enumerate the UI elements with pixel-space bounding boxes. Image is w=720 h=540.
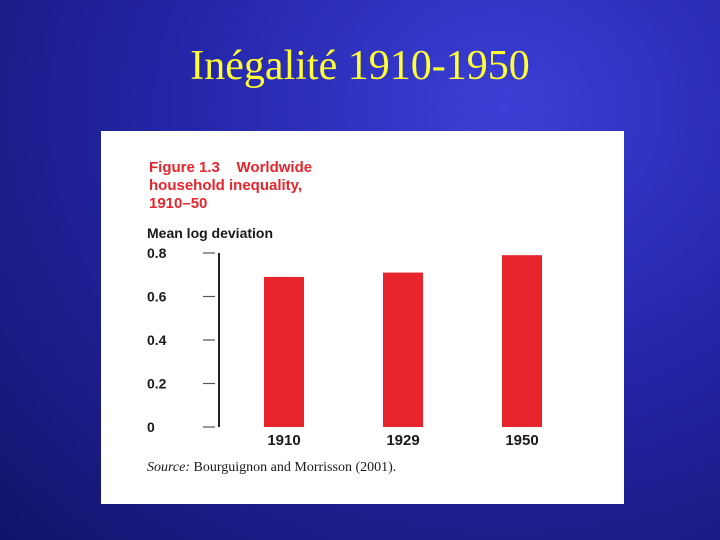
figure-heading-line-1: Figure 1.3 Worldwide bbox=[149, 159, 313, 176]
x-category-label: 1950 bbox=[505, 432, 538, 449]
source-text: Bourguignon and Morrisson (2001). bbox=[190, 460, 397, 475]
y-tick-label: 0.6 bbox=[147, 289, 167, 305]
bar-1929 bbox=[383, 272, 423, 427]
bar-chart: 0 0.2 0.4 0.6 0.8 1910 1929 1950 bbox=[147, 245, 542, 449]
bar-1910 bbox=[264, 276, 304, 427]
y-tick-label: 0.8 bbox=[147, 245, 167, 261]
x-category-label: 1910 bbox=[267, 432, 300, 449]
figure-card: Figure 1.3 Worldwide household inequalit… bbox=[101, 131, 624, 504]
figure-heading-line-2: household inequality, bbox=[149, 177, 303, 194]
y-tick-label: 0 bbox=[147, 419, 155, 435]
slide-title: Inégalité 1910-1950 bbox=[190, 43, 530, 89]
source-label: Source: bbox=[147, 460, 191, 475]
x-category-label: 1929 bbox=[386, 432, 419, 449]
y-tick-label: 0.2 bbox=[147, 376, 167, 392]
source-note: Source: Bourguignon and Morrisson (2001)… bbox=[147, 459, 597, 477]
y-axis-title: Mean log deviation bbox=[147, 225, 274, 241]
y-tick-label: 0.4 bbox=[147, 332, 167, 348]
figure-heading-line-3: 1910–50 bbox=[149, 195, 208, 212]
figure-heading: Figure 1.3 Worldwide household inequalit… bbox=[149, 159, 499, 213]
bar-1950 bbox=[502, 255, 542, 427]
